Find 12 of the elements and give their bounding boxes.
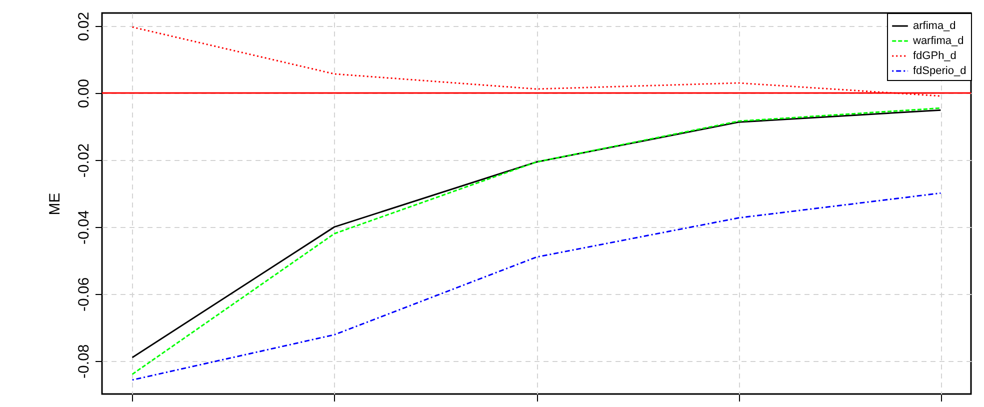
legend-label: fdGPh_d: [913, 50, 956, 62]
y-tick-label: -0.02: [76, 143, 92, 178]
line-series: [132, 192, 942, 381]
y-axis-title: ME: [46, 192, 64, 216]
y-tick-label: -0.08: [76, 344, 92, 378]
y-tick-label: -0.04: [76, 210, 92, 245]
y-tick-label: 0.00: [76, 78, 92, 108]
legend-label: arfima_d: [913, 20, 956, 32]
legend-label: warfima_d: [912, 35, 964, 47]
y-tick-label: 0.02: [76, 12, 92, 42]
y-tick-label: -0.06: [76, 277, 92, 312]
legend-label: fdSperio_d: [913, 65, 966, 77]
